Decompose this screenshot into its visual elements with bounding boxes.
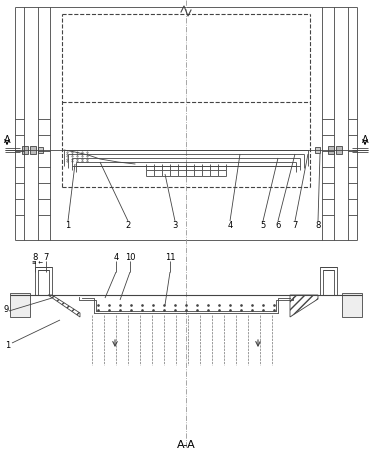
Text: ≡ ←: ≡ ← [32, 261, 42, 266]
Text: A: A [362, 135, 368, 145]
Bar [38, 147, 43, 153]
Text: 8: 8 [32, 254, 38, 262]
Text: 7: 7 [43, 254, 49, 262]
Text: 3: 3 [172, 220, 178, 230]
Bar [22, 146, 28, 154]
Text: 2: 2 [125, 220, 131, 230]
Text: 1: 1 [65, 220, 71, 230]
Bar [328, 146, 334, 154]
Text: 6: 6 [275, 220, 281, 230]
Bar [342, 293, 362, 317]
Text: 5: 5 [260, 220, 266, 230]
Text: A-A: A-A [177, 440, 195, 450]
Text: A: A [4, 135, 10, 145]
Text: 8: 8 [315, 220, 321, 230]
Bar [10, 293, 30, 317]
Text: 4: 4 [113, 254, 119, 262]
Bar [30, 146, 36, 154]
Bar [315, 147, 320, 153]
Text: 7: 7 [292, 220, 298, 230]
Text: 1: 1 [5, 340, 11, 349]
Bar [336, 146, 342, 154]
Text: 11: 11 [165, 254, 175, 262]
Text: 4: 4 [227, 220, 232, 230]
Text: 10: 10 [125, 254, 135, 262]
Text: 9: 9 [3, 304, 9, 314]
